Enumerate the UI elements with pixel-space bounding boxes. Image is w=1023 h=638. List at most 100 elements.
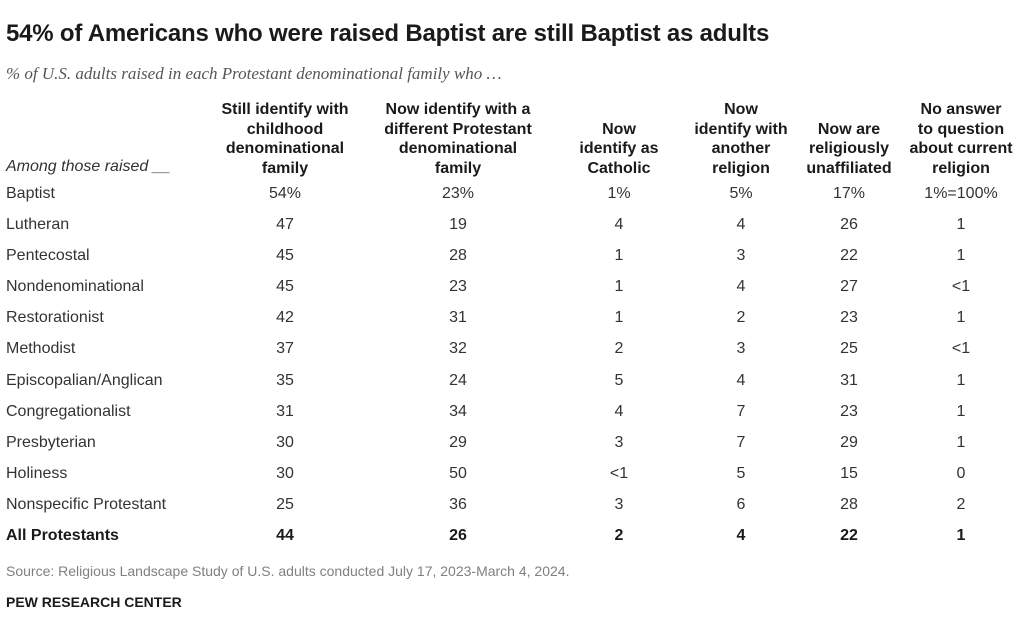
column-header-line: denominational [398,140,518,157]
table-cell: 29 [449,433,467,451]
column-header-2: Now identify with a different Protestant d… [368,100,548,178]
table-cell: 30 [276,433,294,451]
column-header-line: religion [712,159,770,177]
source-note: Source: Religious Landscape Study of U.S… [6,563,570,579]
table-cell: 23 [449,278,467,296]
organization-name: PEW RESEARCH CENTER [6,594,182,610]
column-header-line: Catholic [587,159,651,177]
table-cell: 27 [840,278,858,296]
table-cell: 0 [956,464,966,482]
table-cell: <1 [951,340,971,358]
column-header-line: family [261,159,309,177]
table-cell: 44 [276,527,294,545]
table-cell: 22 [840,247,858,265]
table-cell: 1 [956,402,966,420]
row-label: Baptist [6,185,55,202]
table-cell: 1 [614,247,624,265]
column-header-line: family [434,159,482,177]
table-row: Nondenominational 45 23 1 4 27 <1 [0,271,1023,302]
row-label: Methodist [6,340,76,358]
row-label: Presbyterian [6,433,96,451]
table-cell: 4 [736,278,746,296]
table-row: Pentecostal 45 28 1 3 22 1 [0,240,1023,271]
table-cell: 50 [449,464,467,482]
column-header-line: Now identify with a [385,101,531,118]
table-cell: 28 [449,247,467,265]
table-cell: 6 [736,495,746,513]
table-cell: 1 [614,278,624,296]
table-cell: 4 [614,216,624,234]
table-cell: 1% [607,185,631,202]
table-cell: 2 [956,495,966,513]
table-cell: 31 [276,402,294,420]
column-header-5: Now are religiously unaffiliated [798,120,900,179]
table-cell: 25 [276,495,294,513]
table-cell: 4 [736,216,746,234]
column-header-line: identify with [694,120,788,138]
table-row: Baptist 54% 23% 1% 5% 17% 1%=100% [0,178,1023,209]
column-header-line: Still identify with [221,101,349,118]
column-header-line: another [711,140,771,157]
table-cell: 54% [268,185,302,202]
table-cell: 3 [736,247,746,265]
table-row: Lutheran 47 19 4 4 26 1 [0,209,1023,240]
row-label: Restorationist [6,309,104,327]
table-cell: 1 [956,433,966,451]
row-label: Holiness [6,464,68,482]
table-cell: 4 [614,402,624,420]
table-cell: <1 [609,464,629,482]
row-label: Lutheran [6,216,70,234]
table-cell: 2 [614,527,624,545]
table-row: Episcopalian/Anglican 35 24 5 4 31 1 [0,365,1023,396]
table-cell: 2 [736,309,746,327]
row-label: Nonspecific Protestant [6,495,167,513]
column-header-6: No answer to question about current religio… [900,100,1022,178]
table-cell: 4 [736,527,746,545]
row-label: Pentecostal [6,247,90,265]
table-cell: 17% [832,185,866,202]
table-cell: 3 [614,433,624,451]
column-header-3: Now identify as Catholic [558,120,680,179]
table-row: Presbyterian 30 29 3 7 29 1 [0,427,1023,458]
table-cell: 1 [956,247,966,265]
chart-title: 54% of Americans who were raised Baptist… [6,20,770,47]
table-cell: 36 [449,495,467,513]
table-row: Holiness 30 50 <1 5 15 0 [0,458,1023,489]
column-header-line: religiously [808,140,890,157]
table-cell: 28 [840,495,858,513]
column-header-line: Now [724,101,758,118]
table-cell: 1 [956,216,966,234]
table-cell: 24 [449,371,467,389]
column-header-line: unaffiliated [806,159,892,177]
table-cell: 7 [736,402,746,420]
table-cell: 25 [840,340,858,358]
table-total-row: All Protestants 44 26 2 4 22 1 [0,520,1023,551]
table-cell: 26 [840,216,858,234]
table-cell: 26 [449,527,467,545]
table-row: Nonspecific Protestant 25 36 3 6 28 2 [0,489,1023,520]
table-row: Restorationist 42 31 1 2 23 1 [0,302,1023,333]
row-label: All Protestants [6,527,119,545]
table-cell: 23 [840,309,858,327]
table-cell: 32 [449,340,467,358]
table-cell: 3 [736,340,746,358]
column-header-line: Now [602,120,636,138]
row-header-label: Among those raised __ [6,158,171,175]
table-cell: 5 [614,371,624,389]
table-cell: 29 [840,433,858,451]
table-cell: 42 [276,309,294,327]
column-header-line: Now are [817,120,881,138]
column-header-line: denominational [225,140,345,157]
table-cell: 5 [736,464,746,482]
table-cell: 22 [840,527,858,545]
column-header-line: different Protestant [384,120,532,138]
column-header-1: Still identify with childhood denomination… [205,100,365,178]
table-cell: 3 [614,495,624,513]
table-cell: 1 [956,527,966,545]
table-cell: 31 [840,371,858,389]
table-cell: <1 [951,278,971,296]
table-body: Baptist 54% 23% 1% 5% 17% 1%=100% Lutheran 47 19 4… [0,178,1023,551]
table-header: Among those raised __ Still identify wit… [0,98,1023,178]
row-label: Congregationalist [6,402,131,420]
table-cell: 30 [276,464,294,482]
